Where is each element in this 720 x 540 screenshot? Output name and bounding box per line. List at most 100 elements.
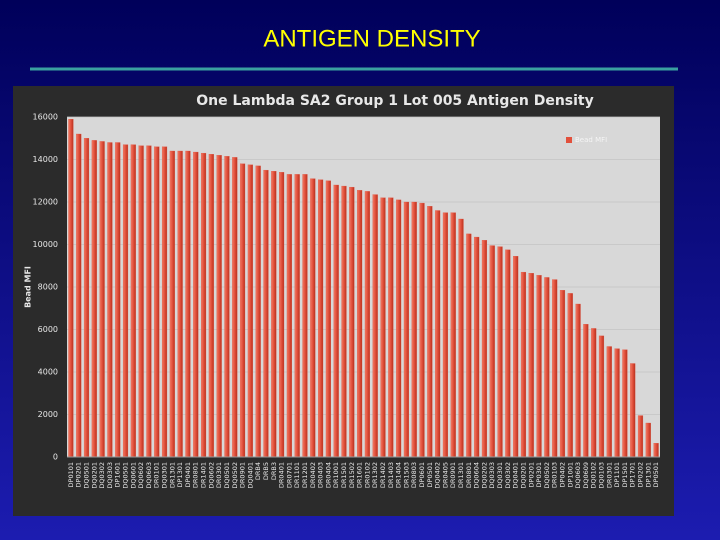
x-tick-label: DP0202 (636, 462, 644, 487)
bar (83, 138, 90, 458)
x-tick-label: DR1001 (332, 462, 340, 488)
x-tick-label: DP1601 (114, 462, 122, 487)
bar (653, 443, 659, 458)
x-tick-label: DR1501 (340, 462, 348, 488)
bar (138, 145, 144, 458)
x-tick-label: DQ0201 (90, 462, 98, 489)
bar (403, 201, 409, 458)
x-tick-label: DQ0202 (480, 462, 488, 489)
bar (232, 157, 238, 458)
x-tick-label: DQ0501 (83, 462, 91, 489)
bar (520, 271, 527, 458)
bar (271, 171, 277, 458)
bar (630, 363, 636, 458)
y-tick-label: 8000 (38, 283, 58, 292)
x-tick-label: DR0803 (410, 462, 418, 488)
bar (130, 144, 136, 458)
x-tick-label: DQ0603 (145, 462, 153, 489)
bar (68, 118, 74, 458)
x-tick-label: DR1503 (402, 462, 410, 488)
bar (544, 277, 550, 458)
bar (255, 165, 261, 458)
bar (513, 256, 519, 458)
x-tick-label: DP0501 (426, 462, 434, 487)
x-tick-label: DRB3 (270, 462, 278, 480)
bar (341, 185, 347, 458)
x-tick-label: DR0701 (285, 462, 293, 488)
bar (489, 245, 495, 458)
bar (427, 206, 433, 458)
x-tick-label: DR1601 (356, 462, 364, 488)
bar (583, 324, 589, 458)
bar (99, 141, 105, 458)
bar (505, 249, 511, 458)
bar (606, 346, 612, 458)
bar (450, 212, 456, 458)
bar (349, 186, 355, 458)
bar (169, 150, 175, 458)
x-tick-label: DR0402 (309, 462, 317, 488)
x-tick-label: DR0301 (215, 462, 223, 488)
bar (411, 201, 417, 458)
x-tick-label: DQ0302 (98, 462, 106, 489)
x-tick-label: DR0102 (363, 462, 371, 488)
bar (435, 210, 441, 458)
x-tick-label: DR1502 (348, 462, 356, 488)
x-tick-label: DQ0402 (434, 462, 442, 489)
x-tick-label: DR1402 (379, 462, 387, 488)
bar (442, 212, 448, 458)
x-tick-label: DQ0301 (161, 462, 169, 489)
x-tick-label: DQ0604 (473, 462, 481, 489)
x-tick-label: DQ0609 (582, 462, 590, 489)
x-tick-label: DR0103 (551, 462, 559, 488)
x-tick-label: DR1101 (293, 462, 301, 488)
x-tick-label: DR1201 (301, 462, 309, 488)
bar (91, 140, 97, 458)
x-tick-label: DP0601 (418, 462, 426, 487)
x-tick-label: DR0101 (153, 462, 161, 488)
bar (528, 273, 534, 458)
chart-title: One Lambda SA2 Group 1 Lot 005 Antigen D… (196, 93, 593, 109)
bar (645, 422, 651, 458)
bar (598, 335, 605, 458)
bar (200, 152, 207, 458)
x-tick-label: DP0201 (527, 462, 535, 487)
bar (364, 191, 370, 458)
bar (177, 150, 183, 458)
bar (536, 275, 542, 458)
x-tick-label: DR1301 (457, 462, 465, 488)
x-tick-label: DQ0602 (207, 462, 215, 489)
x-tick-label: DR0901 (239, 462, 247, 488)
bar (380, 197, 386, 458)
y-tick-label: 16000 (33, 113, 58, 122)
bar (419, 202, 425, 458)
x-tick-label: DQ0603 (574, 462, 582, 489)
x-tick-label: DP0201 (75, 462, 83, 487)
bar (388, 197, 394, 458)
x-tick-label: DR0404 (324, 462, 332, 488)
x-tick-label: DP0401 (184, 462, 192, 487)
bar (193, 151, 199, 458)
bar (216, 155, 222, 458)
bar (247, 164, 253, 458)
x-tick-label: DQ0103 (597, 462, 605, 489)
y-tick-label: 6000 (38, 325, 58, 334)
bar (357, 190, 363, 458)
bar (474, 236, 480, 458)
bar (279, 172, 285, 458)
bar (239, 163, 246, 458)
x-tick-label: DR1403 (387, 462, 395, 488)
x-tick-label: DQ0302 (504, 462, 512, 489)
bar (115, 142, 121, 458)
legend-swatch (566, 137, 572, 143)
y-tick-label: 0 (53, 453, 58, 462)
x-tick-label: DQ0502 (231, 462, 239, 489)
x-tick-label: DR0801 (465, 462, 473, 488)
y-tick-label: 2000 (38, 410, 58, 419)
bar (161, 146, 168, 458)
bar (559, 290, 566, 458)
bar (481, 240, 488, 458)
bar (185, 150, 191, 458)
bar (372, 194, 378, 458)
